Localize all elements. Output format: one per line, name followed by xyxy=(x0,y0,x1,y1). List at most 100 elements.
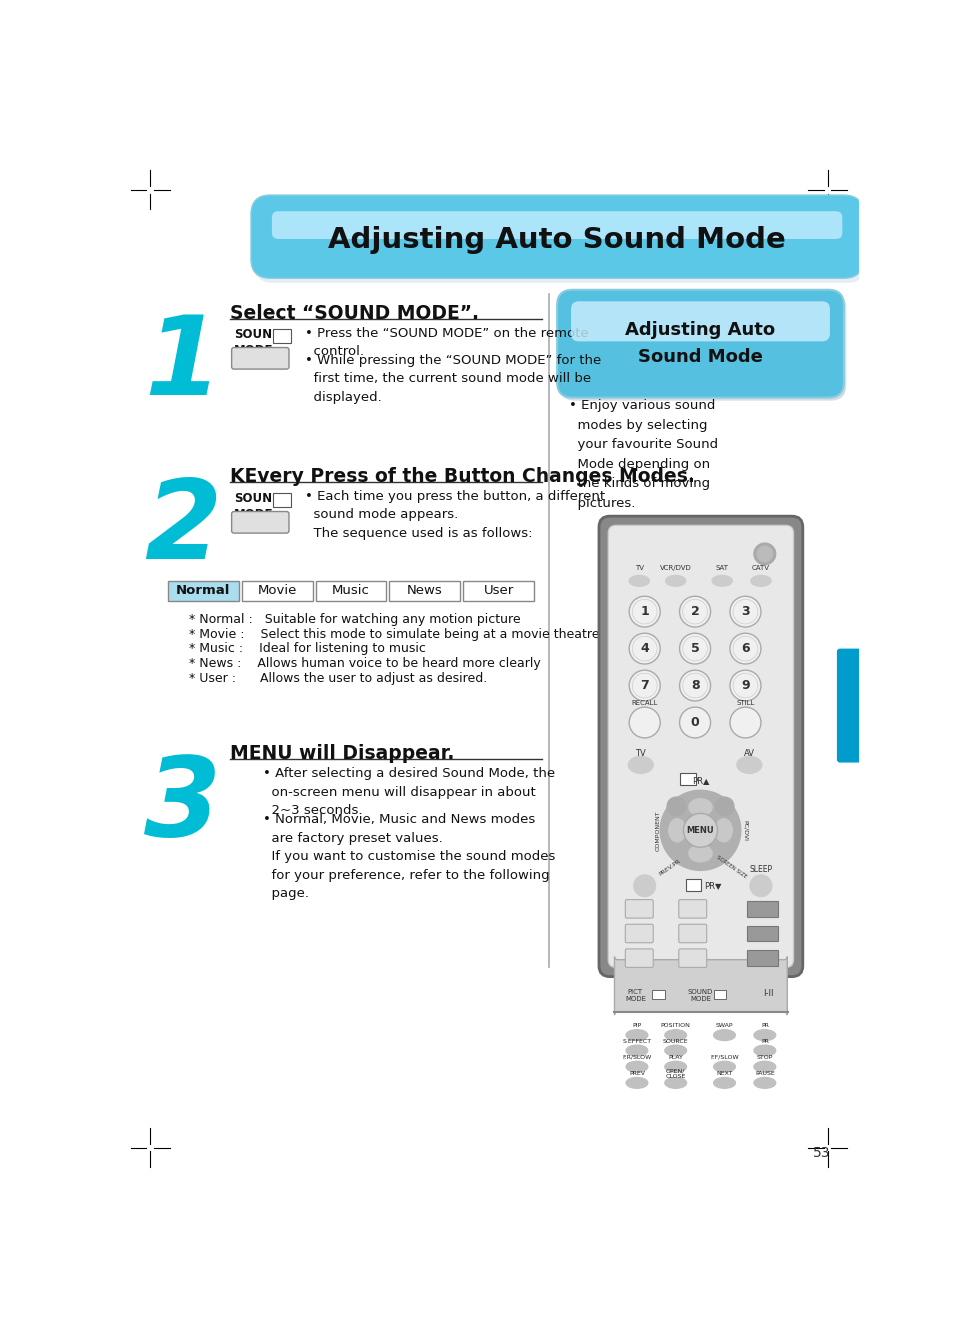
FancyBboxPatch shape xyxy=(168,581,238,601)
Circle shape xyxy=(659,790,740,870)
Ellipse shape xyxy=(664,1045,686,1057)
Text: CATV: CATV xyxy=(751,565,769,571)
Text: 53: 53 xyxy=(812,1145,829,1160)
Ellipse shape xyxy=(713,1030,735,1041)
Text: SLEEP: SLEEP xyxy=(749,865,772,874)
Text: PREV: PREV xyxy=(628,1071,644,1076)
Text: • Enjoy various sound
  modes by selecting
  your favourite Sound
  Mode dependi: • Enjoy various sound modes by selecting… xyxy=(568,399,717,510)
Text: KEvery Press of the Button Changes Modes.: KEvery Press of the Button Changes Modes… xyxy=(230,467,694,486)
Text: PC/DVI: PC/DVI xyxy=(742,820,747,841)
Text: F.F/SLOW: F.F/SLOW xyxy=(709,1055,738,1061)
Text: SAT: SAT xyxy=(715,565,728,571)
FancyBboxPatch shape xyxy=(463,581,534,601)
Text: MENU: MENU xyxy=(686,826,714,835)
Circle shape xyxy=(629,633,659,665)
Circle shape xyxy=(632,673,657,698)
Text: MENU will Disappear.: MENU will Disappear. xyxy=(230,744,454,763)
Text: 3: 3 xyxy=(144,752,221,859)
Text: Adjusting Auto
Sound Mode: Adjusting Auto Sound Mode xyxy=(625,322,775,365)
Ellipse shape xyxy=(668,818,685,842)
Text: • Normal, Movie, Music and News modes
  are factory preset values.
  If you want: • Normal, Movie, Music and News modes ar… xyxy=(262,813,555,900)
Circle shape xyxy=(732,637,757,661)
Text: • After selecting a desired Sound Mode, the
  on-screen menu will disappear in a: • After selecting a desired Sound Mode, … xyxy=(262,767,554,817)
FancyBboxPatch shape xyxy=(746,902,778,916)
Text: S.EFFECT: S.EFFECT xyxy=(621,1039,651,1043)
FancyBboxPatch shape xyxy=(624,924,653,943)
Text: 0: 0 xyxy=(690,716,699,730)
Ellipse shape xyxy=(753,1030,775,1041)
Circle shape xyxy=(679,633,710,665)
Circle shape xyxy=(632,637,657,661)
Text: User: User xyxy=(483,584,513,597)
Circle shape xyxy=(633,875,655,896)
Ellipse shape xyxy=(625,1078,647,1088)
Text: * Movie :    Select this mode to simulate being at a movie theatre: * Movie : Select this mode to simulate b… xyxy=(189,628,598,641)
Ellipse shape xyxy=(625,1062,647,1072)
Ellipse shape xyxy=(628,756,653,773)
FancyBboxPatch shape xyxy=(274,330,291,343)
Text: SCREEN SIZE: SCREEN SIZE xyxy=(715,855,747,879)
FancyBboxPatch shape xyxy=(679,924,706,943)
Text: 4: 4 xyxy=(639,642,648,655)
Circle shape xyxy=(679,596,710,628)
FancyBboxPatch shape xyxy=(624,949,653,968)
Circle shape xyxy=(679,707,710,737)
Circle shape xyxy=(753,543,775,564)
Text: * Normal :   Suitable for watching any motion picture: * Normal : Suitable for watching any mot… xyxy=(189,613,520,626)
Ellipse shape xyxy=(664,1078,686,1088)
Text: SWAP: SWAP xyxy=(715,1023,733,1029)
FancyBboxPatch shape xyxy=(558,293,845,401)
Text: Movie: Movie xyxy=(257,584,296,597)
Text: 3: 3 xyxy=(740,605,749,618)
Text: News: News xyxy=(406,584,442,597)
Text: NEXT: NEXT xyxy=(716,1071,732,1076)
Circle shape xyxy=(729,633,760,665)
Text: AV: AV xyxy=(743,749,754,757)
FancyBboxPatch shape xyxy=(253,200,865,283)
Text: • Each time you press the button, a different
  sound mode appears.
  The sequen: • Each time you press the button, a diff… xyxy=(305,490,605,540)
Circle shape xyxy=(729,707,760,737)
Text: SOUND
MODE: SOUND MODE xyxy=(687,989,713,1002)
FancyBboxPatch shape xyxy=(746,925,778,941)
Ellipse shape xyxy=(688,845,711,862)
FancyBboxPatch shape xyxy=(232,347,289,369)
Circle shape xyxy=(729,670,760,700)
Ellipse shape xyxy=(750,576,770,587)
Circle shape xyxy=(757,547,772,561)
Text: PIP: PIP xyxy=(632,1023,640,1029)
Text: * User :      Allows the user to adjust as desired.: * User : Allows the user to adjust as de… xyxy=(189,671,487,685)
Circle shape xyxy=(629,670,659,700)
FancyBboxPatch shape xyxy=(746,951,778,965)
FancyBboxPatch shape xyxy=(598,516,802,977)
Circle shape xyxy=(666,797,685,816)
Text: 6: 6 xyxy=(740,642,749,655)
Text: POSITION: POSITION xyxy=(660,1023,690,1029)
Text: Adjusting Auto Sound Mode: Adjusting Auto Sound Mode xyxy=(328,225,785,254)
Text: Select “SOUND MODE”.: Select “SOUND MODE”. xyxy=(230,303,478,323)
FancyBboxPatch shape xyxy=(679,949,706,968)
Text: SOURCE: SOURCE xyxy=(662,1039,688,1043)
Text: PR▲: PR▲ xyxy=(691,776,708,785)
FancyBboxPatch shape xyxy=(624,899,653,918)
Circle shape xyxy=(682,600,707,624)
Ellipse shape xyxy=(625,1045,647,1057)
Ellipse shape xyxy=(736,756,760,773)
Text: * Music :    Ideal for listening to music: * Music : Ideal for listening to music xyxy=(189,642,425,655)
Text: PR: PR xyxy=(760,1023,768,1029)
Text: SOUND
MODE: SOUND MODE xyxy=(233,328,281,357)
Circle shape xyxy=(682,673,707,698)
Text: VCR/DVD: VCR/DVD xyxy=(659,565,691,571)
FancyBboxPatch shape xyxy=(614,957,786,1016)
Ellipse shape xyxy=(688,798,711,816)
Circle shape xyxy=(629,707,659,737)
FancyBboxPatch shape xyxy=(679,899,706,918)
FancyBboxPatch shape xyxy=(652,990,664,998)
FancyBboxPatch shape xyxy=(557,290,843,397)
Text: F.R/SLOW: F.R/SLOW xyxy=(621,1055,651,1061)
Text: Music: Music xyxy=(332,584,370,597)
Text: STILL: STILL xyxy=(736,699,754,706)
Circle shape xyxy=(715,797,733,816)
Text: 8: 8 xyxy=(690,679,699,692)
Circle shape xyxy=(679,670,710,700)
Circle shape xyxy=(632,600,657,624)
